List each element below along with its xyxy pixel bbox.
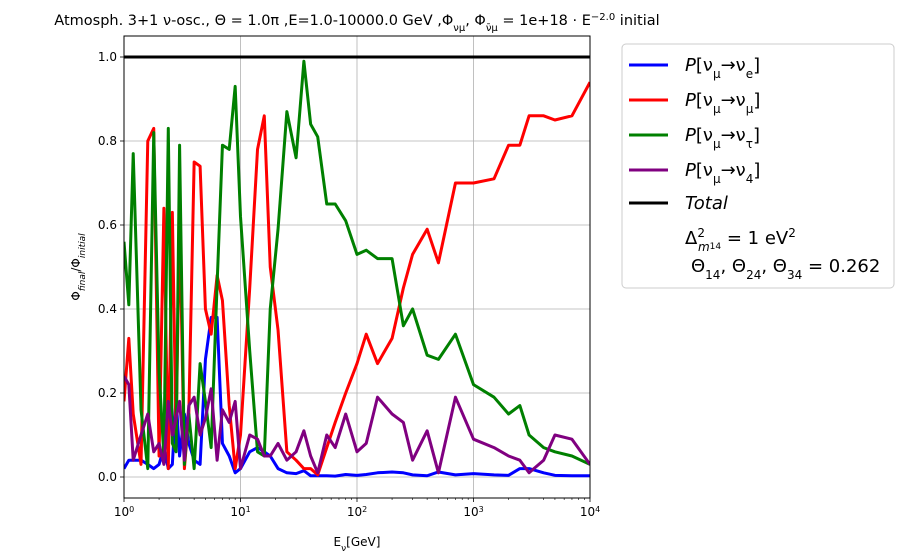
series-line-2: [124, 59, 590, 471]
legend: P[νμ→νe] P[νμ→νμ] P[νμ→ντ] P[νμ→ν4] Total Δ2 m…: [621, 43, 895, 289]
y-tick-label: 0.2: [98, 386, 117, 400]
series-line-1: [124, 81, 590, 477]
y-tick-label: 0.0: [98, 470, 117, 484]
x-tick-label: 104: [580, 505, 600, 520]
axis-ticks: 100 101 102 103 104 0.0 0.2 0.4 0.6 0.8 1.0: [98, 50, 600, 519]
x-tick-label: 103: [463, 505, 483, 520]
legend-annotation-mass: Δ2 m14 = 1 eV2: [685, 226, 796, 254]
legend-label-4: Total: [685, 193, 728, 214]
legend-annotation-angles: Θ14, Θ24, Θ34 = 0.262: [691, 256, 880, 282]
x-tick-label: 100: [114, 505, 134, 520]
series-line-3: [124, 375, 590, 475]
y-tick-label: 0.8: [98, 134, 117, 148]
x-tick-label: 101: [230, 505, 250, 520]
x-tick-label: 102: [347, 505, 367, 520]
x-axis-label: Eν[GeV]: [334, 535, 381, 554]
y-tick-label: 1.0: [98, 50, 117, 64]
legend-label-0: P[νμ→νe]: [685, 55, 760, 81]
y-axis-label: Φfinal/Φinitial: [69, 233, 88, 301]
legend-label-2: P[νμ→ντ]: [685, 125, 760, 151]
legend-label-3: P[νμ→ν4]: [685, 160, 760, 186]
chart-title: Atmosph. 3+1 ν-osc., Θ = 1.0π ,E=1.0-100…: [54, 12, 659, 34]
series-layer: [124, 55, 590, 478]
y-tick-label: 0.4: [98, 302, 117, 316]
minor-ticks: [158, 498, 585, 500]
legend-box: [621, 43, 895, 289]
series-line-0: [124, 315, 590, 478]
legend-label-1: P[νμ→νμ]: [685, 90, 760, 116]
y-tick-label: 0.6: [98, 218, 117, 232]
